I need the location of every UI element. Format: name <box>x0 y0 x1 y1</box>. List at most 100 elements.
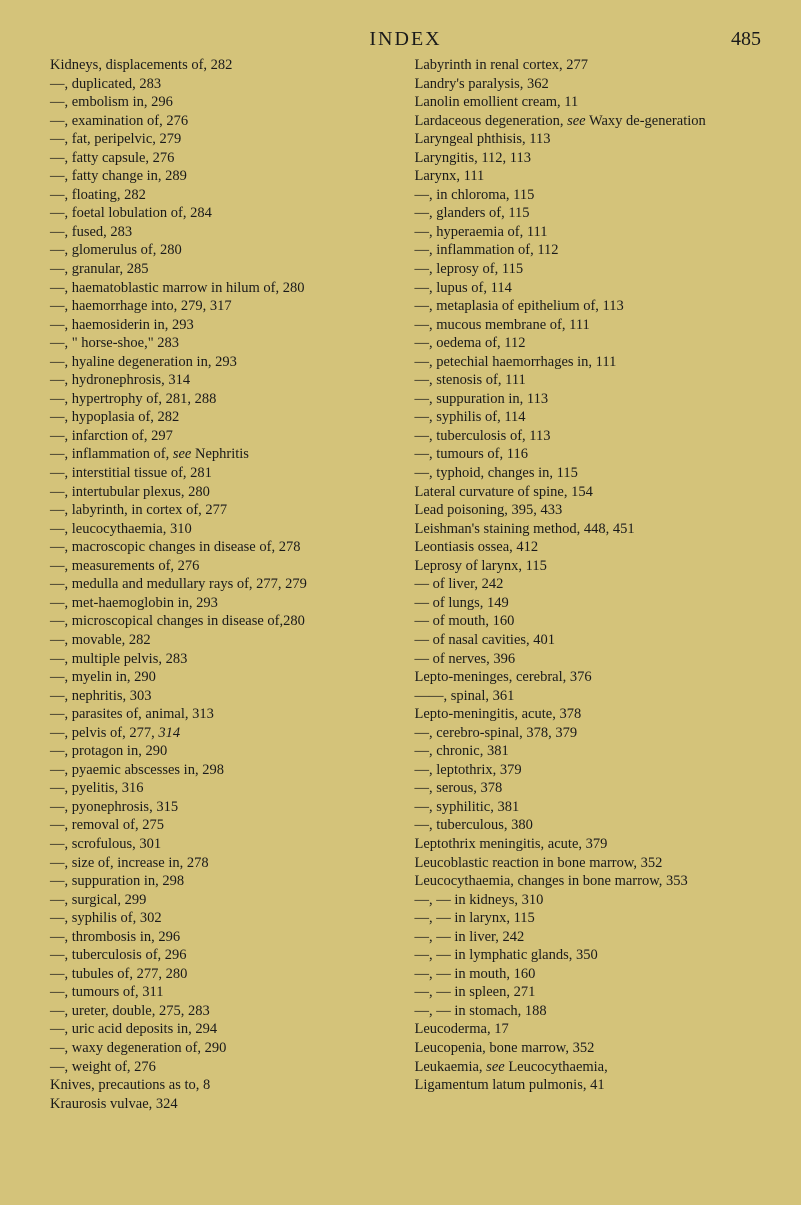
index-entry: —, tumours of, 116 <box>415 445 762 464</box>
index-entry: —, syphilis of, 302 <box>50 909 397 928</box>
index-entry: —, — in lymphatic glands, 350 <box>415 946 762 965</box>
index-entry: —, suppuration in, 298 <box>50 872 397 891</box>
index-entry: Laryngitis, 112, 113 <box>415 149 762 168</box>
index-entry: —, syphilitic, 381 <box>415 798 762 817</box>
index-entry: Leukaemia, see Leucocythaemia, <box>415 1058 762 1077</box>
index-entry: —, embolism in, 296 <box>50 93 397 112</box>
index-entry: —, lupus of, 114 <box>415 279 762 298</box>
index-entry: —, serous, 378 <box>415 779 762 798</box>
index-entry: Lead poisoning, 395, 433 <box>415 501 762 520</box>
index-entry: Knives, precautions as to, 8 <box>50 1076 397 1095</box>
index-entry: Leishman's staining method, 448, 451 <box>415 520 762 539</box>
index-entry: Larynx, 111 <box>415 167 762 186</box>
index-entry: —, duplicated, 283 <box>50 75 397 94</box>
index-entry: —, tubules of, 277, 280 <box>50 965 397 984</box>
index-entry: —, haemosiderin in, 293 <box>50 316 397 335</box>
index-entry: —, leptothrix, 379 <box>415 761 762 780</box>
index-entry: —, hypertrophy of, 281, 288 <box>50 390 397 409</box>
index-entry: —, scrofulous, 301 <box>50 835 397 854</box>
index-entry: —, hydronephrosis, 314 <box>50 371 397 390</box>
index-entry: —, haematoblastic marrow in hilum of, 28… <box>50 279 397 298</box>
page-number: 485 <box>731 28 761 51</box>
index-entry: Kidneys, displacements of, 282 <box>50 56 397 75</box>
index-entry: —, examination of, 276 <box>50 112 397 131</box>
index-entry: — of nerves, 396 <box>415 650 762 669</box>
index-entry: —, leucocythaemia, 310 <box>50 520 397 539</box>
index-entry: —, size of, increase in, 278 <box>50 854 397 873</box>
index-entry: —, tumours of, 311 <box>50 983 397 1002</box>
index-entry: —, — in kidneys, 310 <box>415 891 762 910</box>
index-entry: —, — in liver, 242 <box>415 928 762 947</box>
index-entry: —, pyelitis, 316 <box>50 779 397 798</box>
index-entry: Lardaceous degeneration, see Waxy de-gen… <box>415 112 762 131</box>
index-entry: —, inflammation of, see Nephritis <box>50 445 397 464</box>
index-entry: Leontiasis ossea, 412 <box>415 538 762 557</box>
index-entry: Laryngeal phthisis, 113 <box>415 130 762 149</box>
index-entry: —, haemorrhage into, 279, 317 <box>50 297 397 316</box>
index-entry: —, petechial haemorrhages in, 111 <box>415 353 762 372</box>
index-entry: —, movable, 282 <box>50 631 397 650</box>
index-entry: Leptothrix meningitis, acute, 379 <box>415 835 762 854</box>
index-entry: —, cerebro-spinal, 378, 379 <box>415 724 762 743</box>
index-entry: — of mouth, 160 <box>415 612 762 631</box>
index-entry: —, leprosy of, 115 <box>415 260 762 279</box>
index-entry: —, in chloroma, 115 <box>415 186 762 205</box>
index-entry: —, fat, peripelvic, 279 <box>50 130 397 149</box>
index-entry: —, — in stomach, 188 <box>415 1002 762 1021</box>
index-entry: —, protagon in, 290 <box>50 742 397 761</box>
index-entry: —, labyrinth, in cortex of, 277 <box>50 501 397 520</box>
right-column: Labyrinth in renal cortex, 277Landry's p… <box>415 56 762 1113</box>
index-entry: —, weight of, 276 <box>50 1058 397 1077</box>
index-entry: —, intertubular plexus, 280 <box>50 483 397 502</box>
index-entry: —, met-haemoglobin in, 293 <box>50 594 397 613</box>
index-entry: —, removal of, 275 <box>50 816 397 835</box>
index-entry: Leucoblastic reaction in bone marrow, 35… <box>415 854 762 873</box>
index-entry: —, uric acid deposits in, 294 <box>50 1020 397 1039</box>
index-entry: Lepto-meninges, cerebral, 376 <box>415 668 762 687</box>
index-entry: ——, spinal, 361 <box>415 687 762 706</box>
header-title: INDEX <box>369 28 441 51</box>
index-entry: — of nasal cavities, 401 <box>415 631 762 650</box>
index-entry: —, hypoplasia of, 282 <box>50 408 397 427</box>
index-entry: —, infarction of, 297 <box>50 427 397 446</box>
index-entry: —, floating, 282 <box>50 186 397 205</box>
index-entry: —, oedema of, 112 <box>415 334 762 353</box>
index-entry: —, myelin in, 290 <box>50 668 397 687</box>
index-entry: —, tuberculosis of, 113 <box>415 427 762 446</box>
index-entry: —, waxy degeneration of, 290 <box>50 1039 397 1058</box>
index-entry: —, fatty change in, 289 <box>50 167 397 186</box>
index-entry: —, fatty capsule, 276 <box>50 149 397 168</box>
index-entry: Kraurosis vulvae, 324 <box>50 1095 397 1114</box>
index-entry: Leucopenia, bone marrow, 352 <box>415 1039 762 1058</box>
index-entry: —, pelvis of, 277, 314 <box>50 724 397 743</box>
index-entry: —, hyaline degeneration in, 293 <box>50 353 397 372</box>
index-entry: —, macroscopic changes in disease of, 27… <box>50 538 397 557</box>
index-entry: —, foetal lobulation of, 284 <box>50 204 397 223</box>
index-entry: —, chronic, 381 <box>415 742 762 761</box>
index-entry: —, nephritis, 303 <box>50 687 397 706</box>
index-entry: —, " horse-shoe," 283 <box>50 334 397 353</box>
index-entry: —, suppuration in, 113 <box>415 390 762 409</box>
index-entry: —, multiple pelvis, 283 <box>50 650 397 669</box>
index-entry: —, glanders of, 115 <box>415 204 762 223</box>
index-entry: —, — in mouth, 160 <box>415 965 762 984</box>
index-entry: Leucoderma, 17 <box>415 1020 762 1039</box>
index-entry: Leprosy of larynx, 115 <box>415 557 762 576</box>
index-entry: —, glomerulus of, 280 <box>50 241 397 260</box>
index-entry: — of liver, 242 <box>415 575 762 594</box>
index-entry: —, hyperaemia of, 111 <box>415 223 762 242</box>
index-entry: —, tuberculous, 380 <box>415 816 762 835</box>
index-entry: —, medulla and medullary rays of, 277, 2… <box>50 575 397 594</box>
index-entry: —, pyonephrosis, 315 <box>50 798 397 817</box>
index-columns: Kidneys, displacements of, 282—, duplica… <box>50 56 761 1113</box>
index-entry: —, pyaemic abscesses in, 298 <box>50 761 397 780</box>
index-entry: —, stenosis of, 111 <box>415 371 762 390</box>
index-entry: —, thrombosis in, 296 <box>50 928 397 947</box>
index-entry: —, tuberculosis of, 296 <box>50 946 397 965</box>
left-column: Kidneys, displacements of, 282—, duplica… <box>50 56 397 1113</box>
index-entry: —, — in larynx, 115 <box>415 909 762 928</box>
index-entry: Ligamentum latum pulmonis, 41 <box>415 1076 762 1095</box>
index-entry: —, syphilis of, 114 <box>415 408 762 427</box>
index-entry: —, surgical, 299 <box>50 891 397 910</box>
index-entry: —, fused, 283 <box>50 223 397 242</box>
